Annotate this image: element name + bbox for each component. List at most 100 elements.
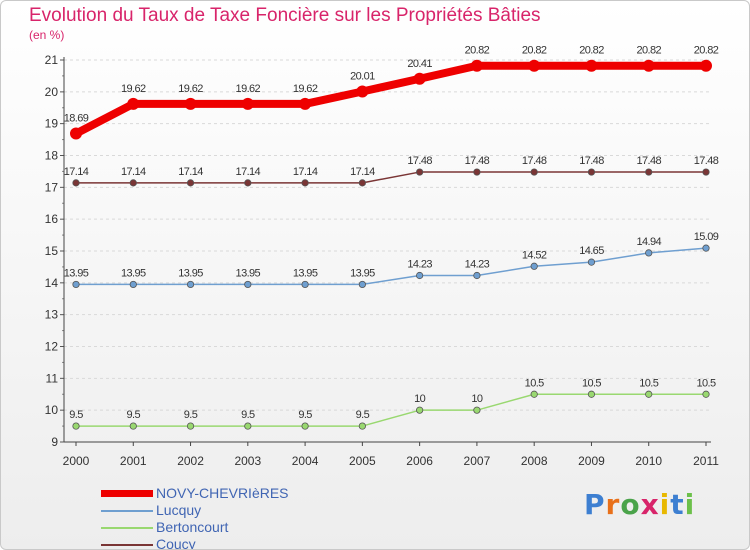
data-point	[301, 179, 309, 187]
data-label: 10.5	[582, 377, 601, 389]
data-label: 17.14	[293, 166, 318, 178]
data-label: 13.95	[178, 267, 203, 279]
data-label: 10	[471, 393, 483, 405]
series-line-3	[75, 171, 707, 184]
data-label: 17.14	[64, 166, 89, 178]
data-point	[530, 262, 538, 270]
data-label: 20.82	[579, 45, 604, 57]
data-point	[358, 422, 366, 430]
data-point	[186, 179, 195, 187]
series-line-1	[75, 247, 707, 286]
data-label: 17.48	[407, 155, 432, 167]
data-label: 20.82	[465, 45, 490, 57]
data-point	[645, 390, 653, 398]
data-label: 9.5	[69, 409, 83, 421]
legend-swatch-bertoncourt	[101, 526, 153, 529]
data-point	[129, 280, 137, 289]
proxiti-logo: Proxiti	[584, 488, 695, 521]
data-label: 13.95	[350, 267, 375, 279]
data-point	[587, 258, 596, 266]
data-label: 13.95	[236, 267, 261, 279]
data-label: 9.5	[241, 409, 255, 421]
data-point	[473, 406, 481, 414]
data-label: 20.41	[407, 58, 432, 70]
data-point	[301, 422, 309, 430]
x-tick-label: 2004	[292, 454, 319, 468]
legend-swatch-novy	[101, 489, 153, 497]
logo-letter: P	[584, 488, 606, 521]
data-point	[416, 271, 424, 280]
x-tick-label: 2005	[349, 454, 376, 468]
data-label: 17.14	[350, 166, 375, 178]
y-tick-label: 21	[45, 53, 59, 67]
data-label: 17.48	[579, 155, 604, 167]
data-label: 14.52	[522, 249, 547, 261]
x-tick-label: 2009	[578, 454, 605, 468]
data-label: 17.14	[121, 166, 146, 178]
x-tick-label: 2001	[120, 454, 147, 468]
data-label: 10.5	[639, 377, 658, 389]
data-label: 14.23	[465, 259, 490, 271]
x-tick-label: 2011	[693, 454, 719, 468]
y-tick-label: 13	[45, 308, 59, 322]
y-tick-label: 17	[45, 180, 59, 194]
data-point	[241, 97, 254, 110]
data-label: 10.5	[696, 377, 715, 389]
series-line-0	[72, 61, 710, 138]
data-point	[129, 422, 137, 430]
data-point	[72, 422, 80, 430]
data-point	[645, 249, 653, 257]
data-point	[416, 168, 424, 176]
data-label: 10.5	[525, 377, 544, 389]
y-tick-label: 15	[45, 244, 59, 258]
data-label: 13.95	[64, 267, 89, 279]
data-point	[585, 59, 598, 72]
data-label: 20.82	[694, 45, 719, 57]
series-line-2	[75, 393, 707, 427]
x-tick-label: 2008	[521, 454, 548, 468]
data-point	[700, 59, 712, 72]
logo-letter: i	[684, 488, 696, 521]
data-label: 20.82	[522, 45, 547, 57]
data-label: 17.14	[178, 166, 203, 178]
data-label: 13.95	[293, 267, 318, 279]
data-label: 17.14	[236, 166, 261, 178]
data-label: 17.48	[694, 155, 719, 167]
data-label: 18.69	[64, 113, 89, 125]
data-point	[702, 244, 710, 252]
data-point	[473, 168, 481, 176]
data-point	[702, 168, 710, 176]
data-label: 10	[414, 393, 426, 405]
data-label: 9.5	[184, 409, 198, 421]
data-point	[530, 168, 538, 176]
data-point	[416, 406, 424, 414]
data-label: 14.23	[407, 259, 432, 271]
data-point	[72, 179, 80, 187]
x-tick-label: 2002	[177, 454, 204, 468]
data-point	[299, 97, 312, 110]
data-point	[244, 422, 252, 430]
data-point	[127, 97, 140, 110]
data-point	[473, 271, 481, 280]
y-tick-label: 20	[45, 85, 59, 99]
data-point	[587, 390, 596, 398]
legend-label-novy: NOVY-CHEVRIèRES	[156, 485, 289, 501]
y-tick-label: 10	[45, 403, 59, 417]
data-label: 19.62	[178, 83, 203, 95]
legend-label-lucquy: Lucquy	[156, 502, 202, 518]
data-point	[184, 97, 197, 110]
data-point	[702, 390, 710, 398]
data-point	[129, 179, 137, 187]
data-label: 9.5	[298, 409, 312, 421]
data-label: 9.5	[127, 409, 141, 421]
data-point	[72, 280, 80, 289]
data-point	[470, 59, 483, 72]
data-point	[301, 280, 309, 289]
x-tick-label: 2007	[464, 454, 491, 468]
data-label: 20.82	[636, 45, 661, 57]
data-point	[186, 422, 195, 430]
data-label: 19.62	[236, 83, 261, 95]
y-tick-label: 18	[45, 149, 59, 163]
data-label: 20.01	[350, 71, 375, 83]
